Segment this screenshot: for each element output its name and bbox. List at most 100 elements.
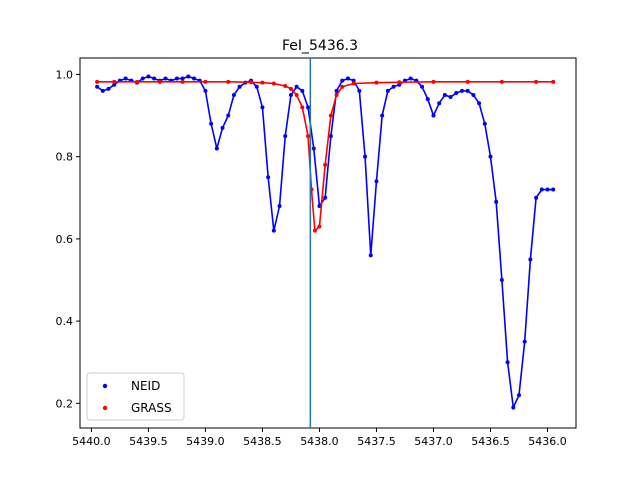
legend-marker-neid: [102, 383, 108, 389]
grass-point: [397, 80, 402, 85]
neid-point: [380, 113, 385, 118]
legend-label-neid: NEID: [131, 379, 160, 393]
axis-ticks: 5440.0 5439.5 5439.0 5438.5 5438.0 5437.5 5437…: [56, 68, 567, 448]
neid-point: [260, 105, 265, 110]
y-tick-label: 0.2: [56, 397, 74, 410]
x-tick-label: 5437.5: [357, 435, 396, 448]
neid-point: [454, 90, 459, 95]
neid-point: [551, 187, 556, 192]
neid-point: [254, 84, 259, 89]
neid-point: [328, 134, 333, 139]
neid-point: [488, 154, 493, 159]
neid-point: [545, 187, 550, 192]
neid-point: [277, 204, 282, 208]
neid-point: [271, 228, 276, 233]
grass-point: [300, 105, 305, 110]
neid-point: [391, 84, 396, 89]
x-tick-label: 5436.0: [528, 435, 567, 448]
neid-point: [283, 134, 288, 139]
grass-point: [328, 113, 333, 118]
grass-point: [226, 79, 231, 84]
neid-point: [209, 121, 214, 126]
neid-point: [345, 76, 350, 81]
legend-box: [86, 372, 185, 421]
neid-point: [357, 88, 362, 93]
series-layer: [95, 74, 556, 411]
neid-point: [237, 84, 242, 89]
neid-point: [311, 146, 316, 151]
grass-point: [294, 93, 299, 97]
neid-point: [95, 84, 100, 89]
neid-point: [482, 121, 487, 126]
neid-point: [522, 339, 527, 344]
neid-point: [174, 76, 179, 81]
neid-point: [477, 101, 482, 106]
neid-point: [539, 187, 544, 192]
grass-point: [340, 84, 345, 89]
neid-point: [499, 278, 504, 282]
neid-point: [385, 88, 390, 93]
grass-point: [351, 81, 356, 86]
legend: NEID GRASS: [86, 372, 185, 421]
neid-point: [300, 88, 305, 93]
grass-point: [271, 81, 276, 86]
x-tick-label: 5440.0: [72, 435, 111, 448]
neid-point: [294, 84, 299, 89]
neid-point: [516, 393, 521, 398]
neid-point: [112, 82, 117, 87]
grass-point: [157, 79, 162, 84]
grass-point: [323, 162, 328, 167]
neid-point: [146, 74, 151, 79]
neid-point: [471, 93, 476, 97]
neid-point: [152, 76, 157, 81]
neid-point: [123, 76, 128, 81]
y-tick-label: 0.6: [56, 233, 74, 246]
neid-point: [351, 78, 356, 83]
grass-point: [374, 80, 379, 85]
neid-point: [266, 175, 271, 180]
grass-point: [180, 79, 185, 84]
neid-point: [448, 95, 453, 100]
neid-point: [511, 405, 516, 410]
neid-point: [317, 204, 322, 208]
neid-point: [431, 113, 436, 118]
grass-point: [317, 224, 322, 229]
neid-point: [494, 199, 499, 204]
neid-point: [180, 76, 185, 81]
grass-point: [260, 80, 265, 85]
neid-point: [323, 195, 328, 200]
grass-point: [203, 79, 208, 84]
neid-point: [528, 257, 533, 262]
grass-point: [551, 79, 556, 84]
grass-point: [499, 79, 504, 84]
grass-point: [112, 79, 117, 84]
grass-point: [283, 83, 288, 88]
neid-point: [442, 93, 447, 97]
neid-point: [226, 113, 231, 118]
neid-point: [340, 78, 345, 83]
x-tick-label: 5436.5: [471, 435, 510, 448]
neid-point: [214, 146, 219, 151]
grass-point: [135, 79, 140, 84]
neid-point: [534, 195, 539, 200]
x-tick-label: 5437.0: [414, 435, 453, 448]
neid-point: [186, 74, 191, 79]
neid-point: [106, 86, 111, 91]
neid-point: [334, 88, 339, 93]
neid-point: [192, 76, 197, 81]
neid-series: [95, 74, 556, 411]
neid-point: [231, 93, 236, 97]
grass-point: [288, 86, 293, 91]
grass-point: [312, 228, 317, 233]
grass-point: [465, 79, 470, 84]
neid-point: [100, 88, 105, 93]
grass-point: [95, 79, 100, 84]
chart-title: FeI_5436.3: [282, 38, 358, 54]
x-tick-label: 5439.5: [129, 435, 168, 448]
y-tick-label: 0.8: [56, 151, 74, 164]
neid-point: [163, 76, 168, 81]
y-tick-label: 0.4: [56, 315, 74, 328]
grass-point: [334, 93, 339, 97]
